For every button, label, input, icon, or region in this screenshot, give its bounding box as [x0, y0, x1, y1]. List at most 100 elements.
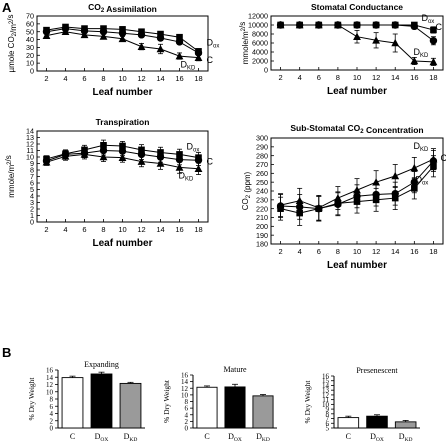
y-tick-label: 8 [30, 166, 34, 175]
data-point [295, 196, 304, 205]
series-annotation: Dox [415, 174, 428, 186]
x-tick-label: 16 [410, 247, 418, 256]
data-point [410, 22, 419, 31]
y-tick-label: 13 [322, 387, 330, 395]
data-point [156, 159, 165, 167]
data-point [99, 32, 108, 40]
data-point [372, 36, 381, 44]
x-tick-label: 16 [410, 73, 418, 82]
y-tick-label: 14 [26, 127, 34, 136]
x-tick-label: 10 [118, 225, 126, 234]
data-point [429, 37, 438, 45]
data-point [372, 178, 381, 186]
y-tick-label: 2 [30, 205, 34, 214]
x-tick-label: 6 [82, 225, 86, 234]
y-tick-label: 20 [26, 51, 34, 60]
y-tick-label: 4 [185, 411, 189, 419]
x-tick-label: 12 [372, 73, 380, 82]
y-axis-label: % Dry Weight [27, 377, 36, 421]
y-tick-label: 10 [322, 401, 330, 409]
y-tick-label: 190 [256, 231, 268, 240]
y-tick-label: 4 [50, 410, 54, 418]
y-tick-label: 230 [256, 195, 268, 204]
y-tick-label: 11 [322, 396, 329, 404]
x-tick-label: 18 [429, 73, 437, 82]
series-annotation: DKD [413, 47, 429, 59]
category-label: DKD [399, 432, 413, 443]
series-annotation: C [440, 153, 446, 163]
y-tick-label: 16 [46, 367, 54, 375]
y-axis-label: % Dry Weight [162, 379, 171, 423]
y-tick-label: 10 [26, 153, 34, 162]
data-point [410, 178, 419, 186]
series-annotation: DKD [179, 171, 195, 183]
y-tick-label: 70 [26, 12, 34, 21]
y-tick-label: 14 [46, 374, 54, 382]
data-point [80, 150, 89, 158]
category-label: DKD [256, 432, 270, 443]
data-point [99, 28, 108, 36]
y-tick-label: 12 [26, 140, 34, 149]
y-tick-label: 6 [326, 420, 330, 428]
bar [119, 382, 142, 429]
series-dkd [276, 148, 438, 221]
series-annotation: DKD [181, 60, 197, 72]
data-point [119, 26, 126, 33]
panel-label-b: B [2, 345, 11, 360]
y-tick-label: 290 [256, 142, 268, 151]
category-label: DOX [228, 432, 242, 443]
y-tick-label: 60 [26, 19, 34, 28]
x-axis-label: Leaf number [92, 238, 152, 249]
x-tick-label: 2 [44, 74, 48, 83]
y-tick-label: 6 [185, 405, 189, 413]
data-point [156, 34, 165, 42]
data-point [333, 193, 342, 202]
bar [224, 386, 246, 429]
y-tick-label: 13 [26, 133, 34, 142]
data-point [175, 51, 184, 60]
data-point [429, 57, 438, 66]
series-dkd [42, 27, 203, 62]
y-tick-label: 5 [326, 425, 330, 433]
category-label: DOX [370, 432, 384, 443]
y-tick-label: 0 [185, 425, 189, 433]
y-tick-label: 8 [50, 396, 54, 404]
y-tick-label: 220 [256, 204, 268, 213]
y-tick-label: 2000 [252, 57, 268, 66]
data-point [353, 186, 361, 194]
y-tick-label: 40 [26, 35, 34, 44]
data-point [314, 20, 323, 29]
y-tick-label: 9 [30, 159, 34, 168]
y-axis-label: CO2 (ppm) [241, 171, 252, 210]
data-point [156, 153, 165, 161]
x-tick-label: 12 [137, 225, 145, 234]
x-tick-label: 16 [175, 225, 183, 234]
data-point [118, 29, 127, 37]
y-tick-label: 3 [30, 198, 34, 207]
x-tick-label: 8 [336, 73, 340, 82]
bar [196, 386, 218, 429]
y-tick-label: 0 [50, 425, 54, 433]
x-axis-label: Leaf number [327, 260, 387, 271]
x-tick-label: 16 [175, 74, 183, 83]
chart-title: Stomatal Conductance [311, 2, 403, 12]
data-point [314, 203, 323, 212]
data-point [175, 163, 184, 171]
x-tick-label: 12 [137, 74, 145, 83]
data-point [353, 32, 361, 40]
data-point [119, 142, 126, 150]
y-tick-label: 250 [256, 178, 268, 187]
data-point [118, 153, 127, 161]
y-axis-label: mmole/m2/s [238, 22, 250, 64]
y-tick-label: 9 [326, 406, 330, 414]
y-tick-label: 12 [46, 381, 54, 389]
data-point [276, 201, 285, 209]
y-tick-label: 11 [27, 146, 34, 155]
y-tick-label: 14 [322, 382, 330, 390]
y-tick-label: 50 [26, 27, 34, 36]
chart-title: Mature [223, 365, 247, 374]
data-point [429, 155, 438, 163]
